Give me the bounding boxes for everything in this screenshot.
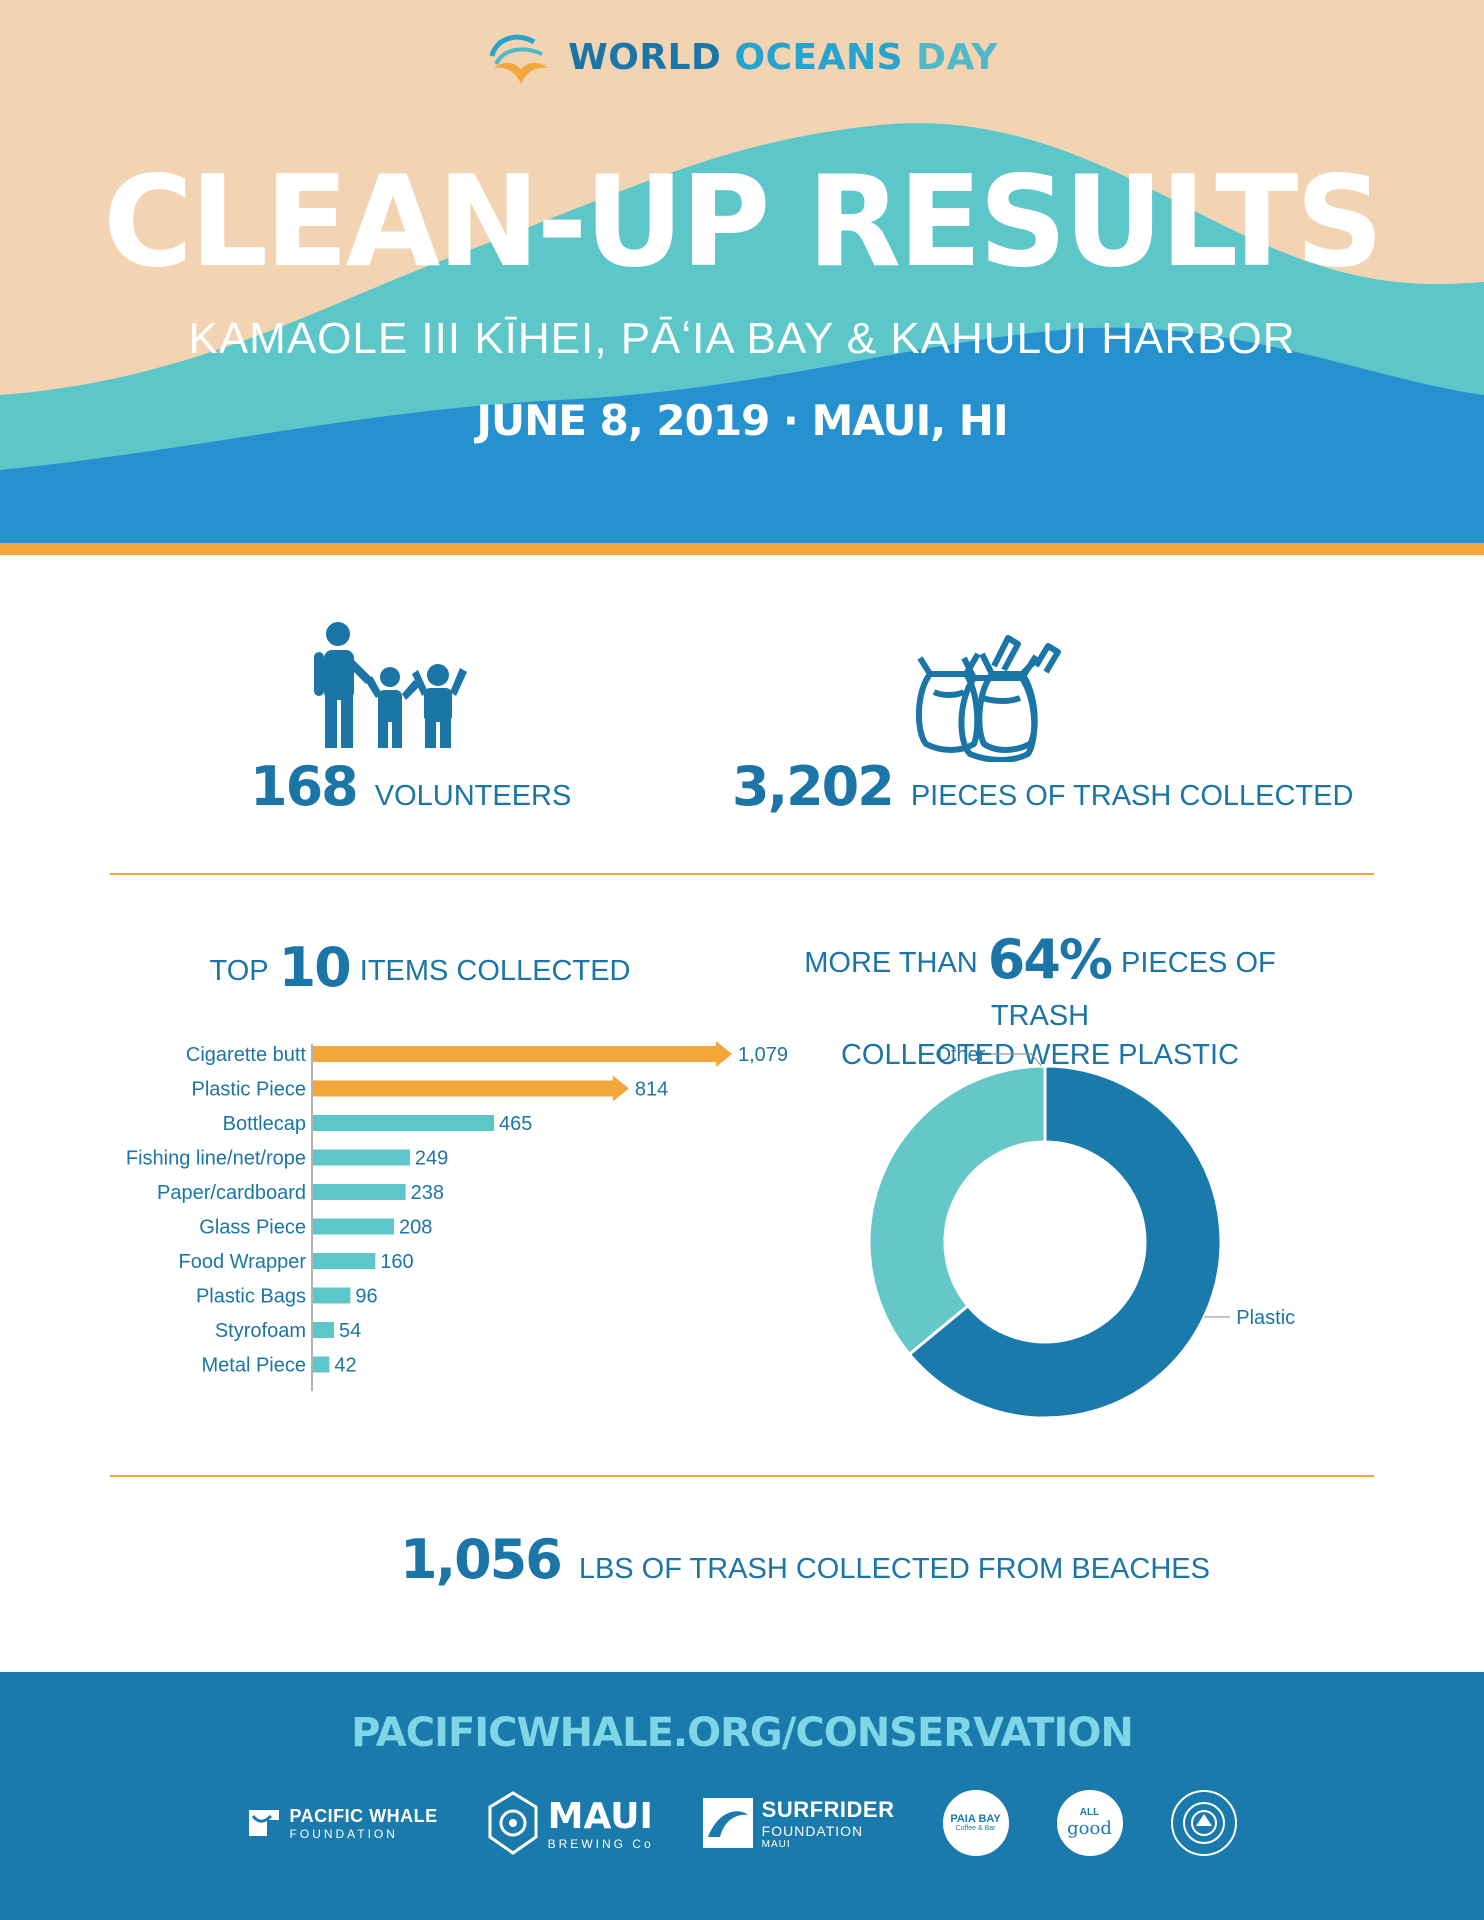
top-items-bar-chart: Cigarette butt 1,079 Plastic Piece 814 Bottl… (126, 1041, 788, 1391)
conservation-link[interactable]: PACIFICWHALE.ORG/CONSERVATION (351, 1710, 1134, 1756)
paia-bay-sub: Coffee & Bar (955, 1825, 996, 1833)
wave-background (0, 0, 1484, 555)
pacific-whale-name: PACIFIC WHALE (289, 1805, 438, 1826)
all-good-word: good (1067, 1818, 1112, 1839)
bar-category-label: Bottlecap (223, 1113, 306, 1135)
county-seal-logo (1170, 1790, 1237, 1856)
bar-category-label: Food Wrapper (179, 1251, 307, 1273)
whale-tail-icon (489, 34, 549, 84)
plastic-prefix: MORE THAN (804, 947, 978, 979)
paia-bay-logo: PAIA BAY Coffee & Bar (942, 1790, 1009, 1856)
weight-count: 1,056 (400, 1528, 563, 1591)
bar-value-label: 1,079 (738, 1044, 788, 1066)
donut-leader-line (989, 1053, 1042, 1067)
volunteers-count: 168 (250, 755, 359, 818)
maui-brewing-name: MAUI (547, 1795, 653, 1837)
volunteers-label: VOLUNTEERS (374, 780, 572, 812)
divider-bottom (110, 1475, 1374, 1477)
bar-category-label: Metal Piece (202, 1355, 307, 1377)
plastic-percent: 64% (987, 928, 1113, 991)
bar-value-label: 160 (380, 1251, 413, 1273)
donut-slice-other (867, 1064, 1047, 1357)
logo-word-world: WORLD (568, 36, 722, 78)
trash-bags-icon (915, 635, 1061, 762)
world-oceans-day-logo: WORLD OCEANS DAY (0, 26, 1484, 88)
all-good-logo: ALL good (1056, 1790, 1123, 1856)
trash-pieces-label: PIECES OF TRASH COLLECTED (910, 780, 1354, 812)
weight-stat: 1,056 LBS OF TRASH COLLECTED FROM BEACHE… (400, 1528, 1210, 1591)
surfrider-name: SURFRIDER (761, 1796, 895, 1822)
bar (313, 1356, 330, 1373)
donut-slice-plastic (907, 1064, 1223, 1420)
all-good-top: ALL (1079, 1807, 1100, 1818)
bar (313, 1184, 406, 1200)
plastic-donut-chart: Plastic Other (867, 1044, 1295, 1420)
logo-word-oceans: OCEANS (734, 36, 904, 78)
bar-value-label: 465 (499, 1113, 532, 1135)
maui-brewing-logo: MAUI BREWING Co (486, 1791, 654, 1855)
bar-category-label: Plastic Bags (196, 1286, 306, 1308)
bar (313, 1115, 495, 1131)
trash-pieces-count: 3,202 (732, 755, 895, 818)
bar (313, 1322, 335, 1338)
bar-category-label: Paper/cardboard (157, 1182, 306, 1204)
bar-value-label: 54 (339, 1320, 361, 1342)
trash-pieces-stat: 3,202 PIECES OF TRASH COLLECTED (732, 755, 1353, 818)
pacific-whale-sub: FOUNDATION (289, 1826, 398, 1841)
bar-arrow (313, 1075, 629, 1102)
volunteers-icon (314, 622, 467, 748)
seal-emblem-icon (1182, 1802, 1225, 1844)
bar-value-label: 238 (411, 1182, 444, 1204)
bar-value-label: 814 (635, 1079, 668, 1101)
header-banner: WORLD OCEANS DAY CLEAN-UP RESULTS KAMAOL… (0, 0, 1484, 555)
top-items-heading: TOP 10 ITEMS COLLECTED (110, 932, 730, 1005)
maui-brewing-sub: BREWING Co (547, 1836, 654, 1851)
partner-logos: PACIFIC WHALE FOUNDATION MAUI BREWING Co… (0, 1790, 1484, 1856)
bar (313, 1218, 394, 1235)
bar-category-label: Plastic Piece (192, 1079, 307, 1101)
volunteers-stat: 168 VOLUNTEERS (250, 755, 571, 818)
bar (313, 1253, 376, 1269)
paia-bay-name: PAIA BAY (950, 1813, 1001, 1826)
bar (313, 1287, 351, 1304)
bar-value-label: 208 (399, 1217, 432, 1239)
bar-value-label: 249 (415, 1148, 448, 1170)
whale-tail-logo-icon (249, 1810, 280, 1836)
surfrider-wave-icon (702, 1798, 753, 1848)
top-items-suffix: ITEMS COLLECTED (359, 955, 631, 987)
donut-label: Plastic (1236, 1307, 1295, 1329)
donut-label: Other (935, 1044, 985, 1066)
bar (313, 1149, 410, 1166)
bar-category-label: Styrofoam (215, 1320, 306, 1342)
top-items-prefix: TOP (209, 955, 269, 987)
surfrider-sub: FOUNDATION (761, 1822, 864, 1839)
event-date: JUNE 8, 2019 · MAUI, HI (476, 396, 1008, 445)
bar-category-label: Cigarette butt (186, 1044, 307, 1066)
top-items-number: 10 (278, 936, 352, 999)
surfrider-sub2: MAUI (761, 1838, 791, 1850)
bar-value-label: 96 (355, 1286, 377, 1308)
bar-category-label: Glass Piece (199, 1217, 306, 1239)
surfrider-logo: SURFRIDER FOUNDATION MAUI (702, 1797, 895, 1850)
bar-value-label: 42 (334, 1355, 356, 1377)
plastic-suffix: PIECES OF TRASH (990, 947, 1276, 1032)
location-subtitle: KAMAOLE III KĪHEI, PĀʻIA BAY & KAHULUI H… (188, 314, 1296, 363)
footer: PACIFICWHALE.ORG/CONSERVATION PACIFIC WH… (0, 1672, 1484, 1920)
bar-category-label: Fishing line/net/rope (126, 1148, 306, 1170)
logo-word-day: DAY (916, 36, 998, 78)
pacific-whale-logo: PACIFIC WHALE FOUNDATION (247, 1806, 437, 1841)
weight-label: LBS OF TRASH COLLECTED FROM BEACHES (578, 1553, 1210, 1585)
page-title: CLEAN-UP RESULTS (103, 148, 1383, 295)
turtle-emblem-icon (488, 1791, 538, 1855)
bar-arrow (313, 1041, 732, 1067)
divider-top (110, 873, 1374, 875)
